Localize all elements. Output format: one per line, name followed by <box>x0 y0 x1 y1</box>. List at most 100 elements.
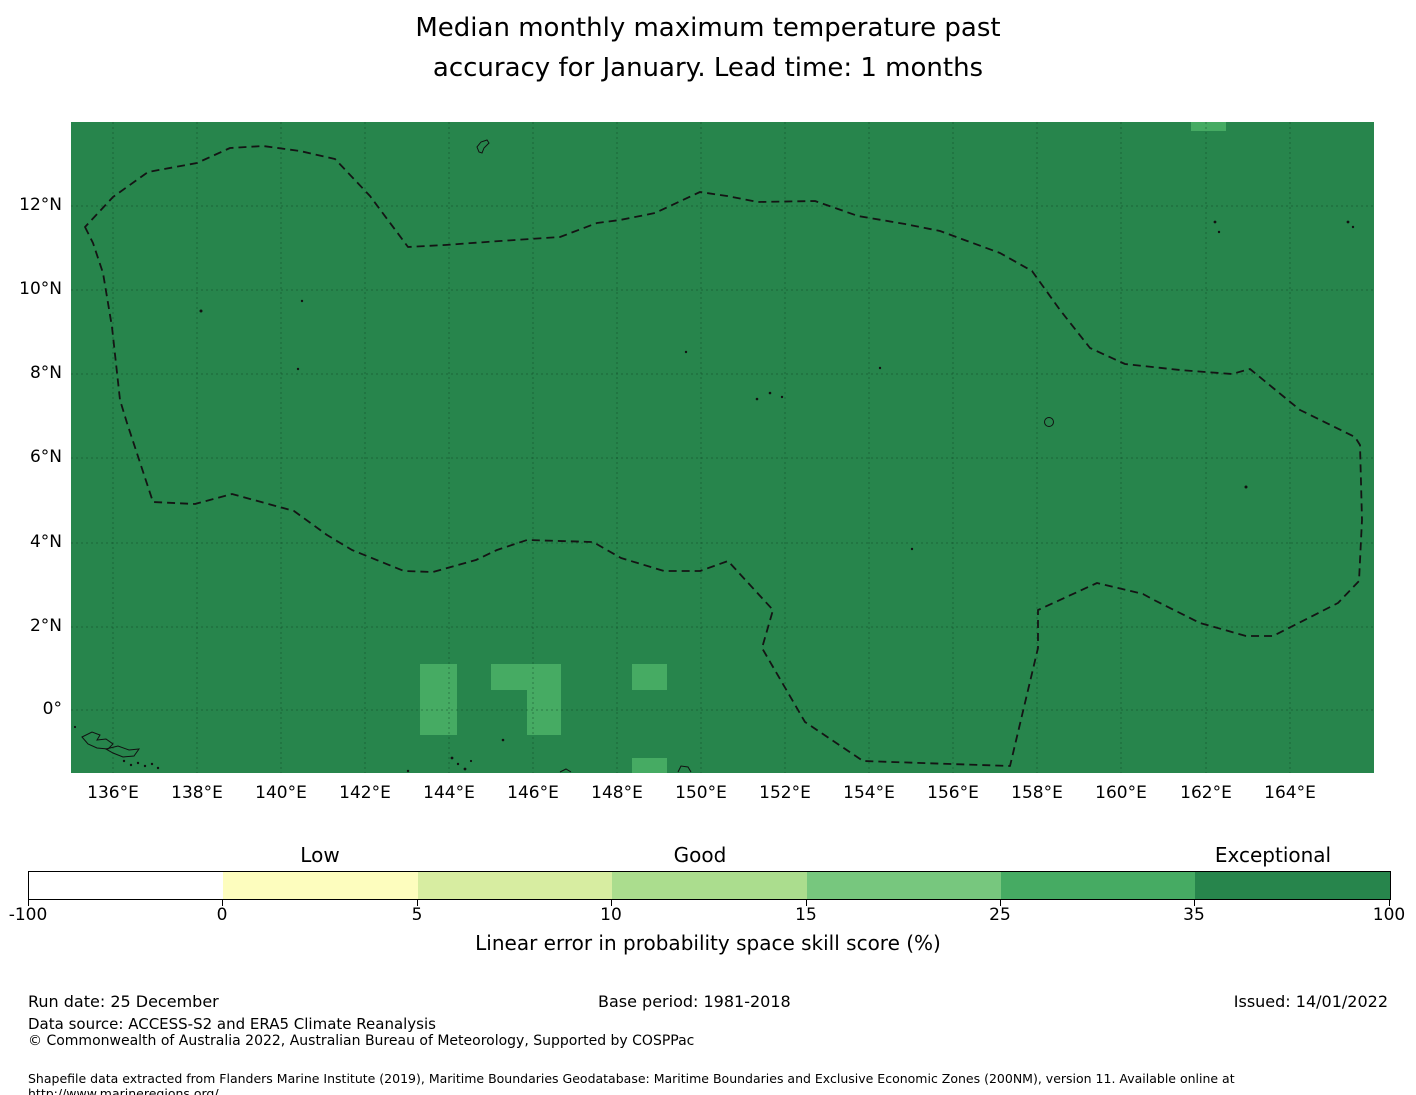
y-tick-label: 6°N <box>29 447 62 467</box>
shapefile-attribution-text: Shapefile data extracted from Flanders M… <box>28 1071 1235 1095</box>
x-tick-label: 142°E <box>339 783 391 803</box>
skill-highlight-patches <box>420 122 1226 773</box>
x-tick-label: 144°E <box>423 783 475 803</box>
island-dot <box>768 391 772 395</box>
colorbar-tick-label: 35 <box>1183 905 1205 925</box>
y-tick-label: 4°N <box>29 532 62 552</box>
colorbar <box>28 871 1391 900</box>
island-dot <box>456 762 460 766</box>
issued-date-text: Issued: 14/01/2022 <box>1233 992 1388 1011</box>
highlight-patch <box>420 664 457 735</box>
island-dot <box>450 756 454 760</box>
colorbar-tick <box>1389 899 1390 906</box>
colorbar-tick <box>1000 899 1001 906</box>
island-dot <box>463 767 467 771</box>
x-tick-label: 158°E <box>1011 783 1063 803</box>
colorbar-tick <box>611 899 612 906</box>
island-dot <box>199 309 203 313</box>
island-dot <box>501 738 505 742</box>
colorbar-segment <box>223 872 418 899</box>
x-tick-label: 162°E <box>1180 783 1232 803</box>
colorbar-tick-label: -100 <box>8 905 48 925</box>
island-pohnpei <box>1044 417 1054 427</box>
colorbar-tick-label: 10 <box>600 905 622 925</box>
colorbar-segment <box>612 872 807 899</box>
colorbar-tick-label: 15 <box>795 905 817 925</box>
gridlines-vertical <box>112 122 1291 773</box>
island-dot <box>878 366 882 370</box>
x-tick-label: 146°E <box>507 783 559 803</box>
island-dot <box>684 350 688 354</box>
island-dot <box>1346 220 1350 224</box>
colorbar-segment <box>1195 872 1390 899</box>
colorbar-segment <box>807 872 1001 899</box>
x-tick-label: 152°E <box>759 783 811 803</box>
island-dot <box>122 759 126 763</box>
legend-category-low: Low <box>300 843 340 867</box>
colorbar-tick <box>417 899 418 906</box>
map-base-fill <box>71 122 1374 773</box>
legend-category-exceptional: Exceptional <box>1214 843 1332 867</box>
run-date-text: Run date: 25 December <box>28 992 219 1011</box>
eez-boundary-path <box>84 145 1363 767</box>
colorbar-caption: Linear error in probability space skill … <box>475 931 941 955</box>
colorbar-tick-label: 5 <box>411 905 423 925</box>
base-period-text: Base period: 1981-2018 <box>598 992 791 1011</box>
x-tick-label: 164°E <box>1264 783 1316 803</box>
x-tick-label: 136°E <box>87 783 139 803</box>
colorbar-tick-label: 100 <box>1372 905 1406 925</box>
colorbar-segment <box>29 872 223 899</box>
legend-category-good: Good <box>673 843 727 867</box>
island-dot <box>136 761 140 765</box>
colorbar-tick <box>222 899 223 906</box>
island-dot <box>143 764 147 768</box>
island-dot <box>1217 230 1221 234</box>
island-dot <box>156 766 160 770</box>
highlight-patch <box>527 664 561 735</box>
data-source-text: Data source: ACCESS-S2 and ERA5 Climate … <box>28 1015 436 1033</box>
island-dot <box>300 299 304 303</box>
island-dot <box>406 769 410 773</box>
y-tick-label: 2°N <box>29 616 62 636</box>
colorbar-tick <box>28 899 29 906</box>
island-coastlines <box>81 139 1054 773</box>
island-dot <box>755 397 759 401</box>
y-tick-label: 8°N <box>29 363 62 383</box>
island-dots <box>73 220 1355 773</box>
chart-title-line2: accuracy for January. Lead time: 1 month… <box>432 53 984 83</box>
island-dot <box>129 763 133 767</box>
gridlines-horizontal <box>71 205 1374 711</box>
colorbar-tick-label: 25 <box>989 905 1011 925</box>
colorbar-tick <box>1194 899 1195 906</box>
x-tick-label: 138°E <box>171 783 223 803</box>
island-dot <box>1213 220 1217 224</box>
x-tick-label: 156°E <box>927 783 979 803</box>
y-tick-label: 0° <box>42 699 62 719</box>
colorbar-segment <box>418 872 612 899</box>
island-fragment <box>559 768 572 773</box>
island-dot <box>296 367 300 371</box>
island-dot <box>73 725 77 729</box>
x-tick-label: 160°E <box>1095 783 1147 803</box>
chart-title-line1: Median monthly maximum temperature past <box>415 13 1001 43</box>
x-tick-label: 148°E <box>591 783 643 803</box>
highlight-patch <box>632 664 667 690</box>
island-guam <box>476 139 490 154</box>
coast-newguinea <box>104 745 141 758</box>
copyright-text: © Commonwealth of Australia 2022, Austra… <box>28 1033 695 1049</box>
colorbar-segment <box>1001 872 1195 899</box>
x-tick-label: 154°E <box>843 783 895 803</box>
island-dot <box>780 395 784 399</box>
colorbar-tick <box>806 899 807 906</box>
x-tick-label: 150°E <box>675 783 727 803</box>
island-dot <box>469 759 473 763</box>
y-tick-label: 12°N <box>19 195 62 215</box>
island-dot <box>910 547 914 551</box>
map-plot <box>71 122 1374 773</box>
island-fragment <box>677 765 692 773</box>
island-dot <box>150 762 154 766</box>
island-dot <box>1244 485 1248 489</box>
y-tick-label: 10°N <box>19 279 62 299</box>
island-dot <box>1351 225 1355 229</box>
